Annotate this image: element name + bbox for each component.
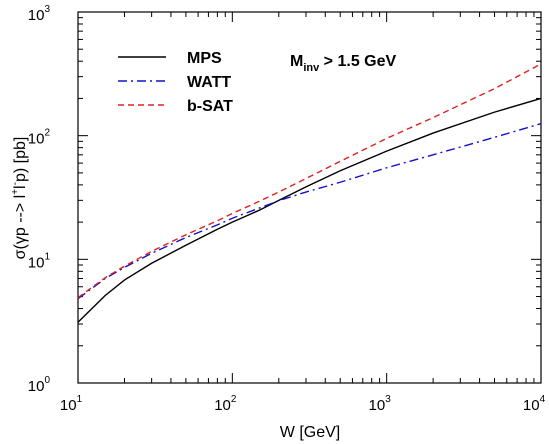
x-tick-label: 103 bbox=[369, 394, 392, 414]
x-tick-label-base: 10 bbox=[214, 397, 231, 414]
x-tick-label-exponent: 4 bbox=[540, 394, 546, 405]
annotation-main: M bbox=[290, 53, 303, 70]
legend-label: WATT bbox=[187, 74, 231, 91]
y-tick-label: 103 bbox=[28, 4, 51, 24]
y-tick-label: 102 bbox=[28, 128, 51, 148]
legend-label: MPS bbox=[187, 50, 222, 67]
annotation: Minv > 1.5 GeV bbox=[290, 53, 397, 74]
y-axis-title-prefix: σ(γp --> l bbox=[12, 195, 29, 260]
y-tick-label-base: 10 bbox=[28, 7, 45, 24]
y-tick-label-base: 10 bbox=[28, 254, 45, 271]
series-line-b-sat bbox=[77, 63, 542, 299]
y-axis-title-suffix: p) [pb] bbox=[12, 137, 29, 182]
y-tick-label-base: 10 bbox=[28, 131, 45, 148]
legend: MPS WATT b-SAT bbox=[118, 50, 233, 115]
y-axis-title: σ(γp --> l+l-p) [pb] bbox=[10, 137, 29, 260]
y-tick-label-exponent: 3 bbox=[44, 4, 50, 15]
y-tick-label: 100 bbox=[28, 375, 51, 395]
y-tick-label-exponent: 0 bbox=[44, 375, 50, 386]
annotation-rest: > 1.5 GeV bbox=[319, 53, 396, 70]
y-tick-label: 101 bbox=[28, 251, 51, 271]
y-axis-title-sup1: + bbox=[10, 189, 21, 195]
y-tick-label-exponent: 1 bbox=[44, 251, 50, 262]
x-tick-label-base: 10 bbox=[369, 397, 386, 414]
plot-frame bbox=[77, 11, 542, 384]
x-tick-label-base: 10 bbox=[60, 397, 77, 414]
x-tick-label: 101 bbox=[60, 394, 83, 414]
legend-label: b-SAT bbox=[187, 98, 233, 115]
series-line-watt bbox=[77, 123, 542, 300]
data-series bbox=[77, 63, 542, 323]
y-axis-title-sup2: - bbox=[10, 182, 21, 185]
x-axis-title: W [GeV] bbox=[280, 424, 340, 441]
y-tick-label-exponent: 2 bbox=[44, 128, 50, 139]
annotation-subscript: inv bbox=[303, 62, 320, 74]
series-line-mps bbox=[77, 97, 542, 323]
x-tick-label-base: 10 bbox=[523, 397, 540, 414]
y-tick-label-base: 10 bbox=[28, 378, 45, 395]
x-tick-label: 102 bbox=[214, 394, 237, 414]
x-tick-label-exponent: 3 bbox=[385, 394, 391, 405]
y-axis-title-mid: l bbox=[12, 185, 29, 189]
x-tick-label: 104 bbox=[523, 394, 546, 414]
x-tick-label-exponent: 2 bbox=[231, 394, 237, 405]
x-tick-label-exponent: 1 bbox=[77, 394, 83, 405]
